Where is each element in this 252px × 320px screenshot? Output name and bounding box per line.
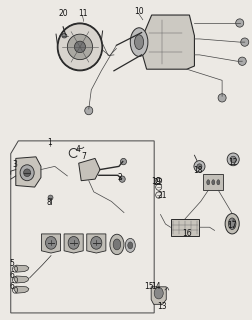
Ellipse shape bbox=[216, 180, 219, 185]
Ellipse shape bbox=[211, 180, 214, 185]
Ellipse shape bbox=[232, 226, 233, 228]
Text: 7: 7 bbox=[81, 152, 86, 161]
Text: 1: 1 bbox=[47, 138, 52, 147]
Ellipse shape bbox=[48, 195, 53, 200]
Text: 21: 21 bbox=[156, 190, 166, 200]
Text: 2: 2 bbox=[117, 173, 122, 182]
Ellipse shape bbox=[61, 34, 67, 38]
Text: 8: 8 bbox=[47, 197, 51, 206]
Ellipse shape bbox=[109, 234, 123, 255]
Bar bbox=[170, 219, 199, 236]
Text: 4: 4 bbox=[75, 145, 80, 154]
Polygon shape bbox=[64, 234, 83, 253]
Ellipse shape bbox=[229, 156, 235, 163]
Ellipse shape bbox=[20, 165, 34, 181]
Text: 18: 18 bbox=[192, 166, 201, 175]
Polygon shape bbox=[16, 157, 41, 187]
Ellipse shape bbox=[224, 213, 238, 234]
Ellipse shape bbox=[130, 28, 147, 56]
Ellipse shape bbox=[196, 164, 201, 169]
Ellipse shape bbox=[127, 242, 132, 249]
Ellipse shape bbox=[226, 153, 238, 166]
Ellipse shape bbox=[119, 176, 125, 182]
Ellipse shape bbox=[74, 41, 85, 52]
Polygon shape bbox=[14, 286, 29, 293]
Polygon shape bbox=[202, 174, 223, 190]
Ellipse shape bbox=[90, 236, 102, 249]
Ellipse shape bbox=[228, 223, 230, 225]
Ellipse shape bbox=[240, 38, 248, 46]
Polygon shape bbox=[78, 158, 100, 181]
Text: 20: 20 bbox=[58, 9, 68, 18]
Polygon shape bbox=[41, 234, 60, 253]
Ellipse shape bbox=[125, 238, 135, 252]
Ellipse shape bbox=[193, 161, 204, 172]
Text: 14: 14 bbox=[150, 282, 160, 291]
Text: 5: 5 bbox=[10, 260, 14, 268]
Ellipse shape bbox=[68, 236, 79, 249]
Polygon shape bbox=[14, 276, 29, 283]
Ellipse shape bbox=[45, 236, 56, 249]
Text: 6: 6 bbox=[10, 282, 14, 291]
Polygon shape bbox=[141, 15, 194, 69]
Ellipse shape bbox=[134, 35, 143, 50]
Polygon shape bbox=[150, 287, 166, 304]
Text: 22: 22 bbox=[153, 179, 162, 188]
Ellipse shape bbox=[206, 180, 209, 185]
Ellipse shape bbox=[237, 57, 245, 65]
Polygon shape bbox=[86, 234, 105, 253]
Ellipse shape bbox=[67, 34, 92, 60]
Ellipse shape bbox=[57, 23, 102, 71]
Text: 3: 3 bbox=[13, 160, 18, 169]
Text: 11: 11 bbox=[77, 9, 87, 18]
Text: 17: 17 bbox=[226, 221, 236, 230]
Ellipse shape bbox=[235, 19, 243, 27]
Text: 13: 13 bbox=[156, 302, 166, 311]
Ellipse shape bbox=[113, 239, 120, 250]
Polygon shape bbox=[14, 265, 29, 272]
Text: 12: 12 bbox=[227, 158, 236, 167]
Ellipse shape bbox=[228, 218, 235, 229]
Text: 15: 15 bbox=[143, 282, 153, 291]
Ellipse shape bbox=[23, 169, 30, 177]
Ellipse shape bbox=[217, 94, 225, 102]
Ellipse shape bbox=[84, 107, 92, 115]
Text: 19: 19 bbox=[150, 177, 160, 186]
Ellipse shape bbox=[120, 158, 126, 165]
Text: 10: 10 bbox=[133, 7, 143, 16]
Text: 16: 16 bbox=[181, 229, 191, 238]
Ellipse shape bbox=[232, 220, 233, 221]
Ellipse shape bbox=[153, 287, 163, 299]
Text: 6: 6 bbox=[10, 271, 14, 280]
